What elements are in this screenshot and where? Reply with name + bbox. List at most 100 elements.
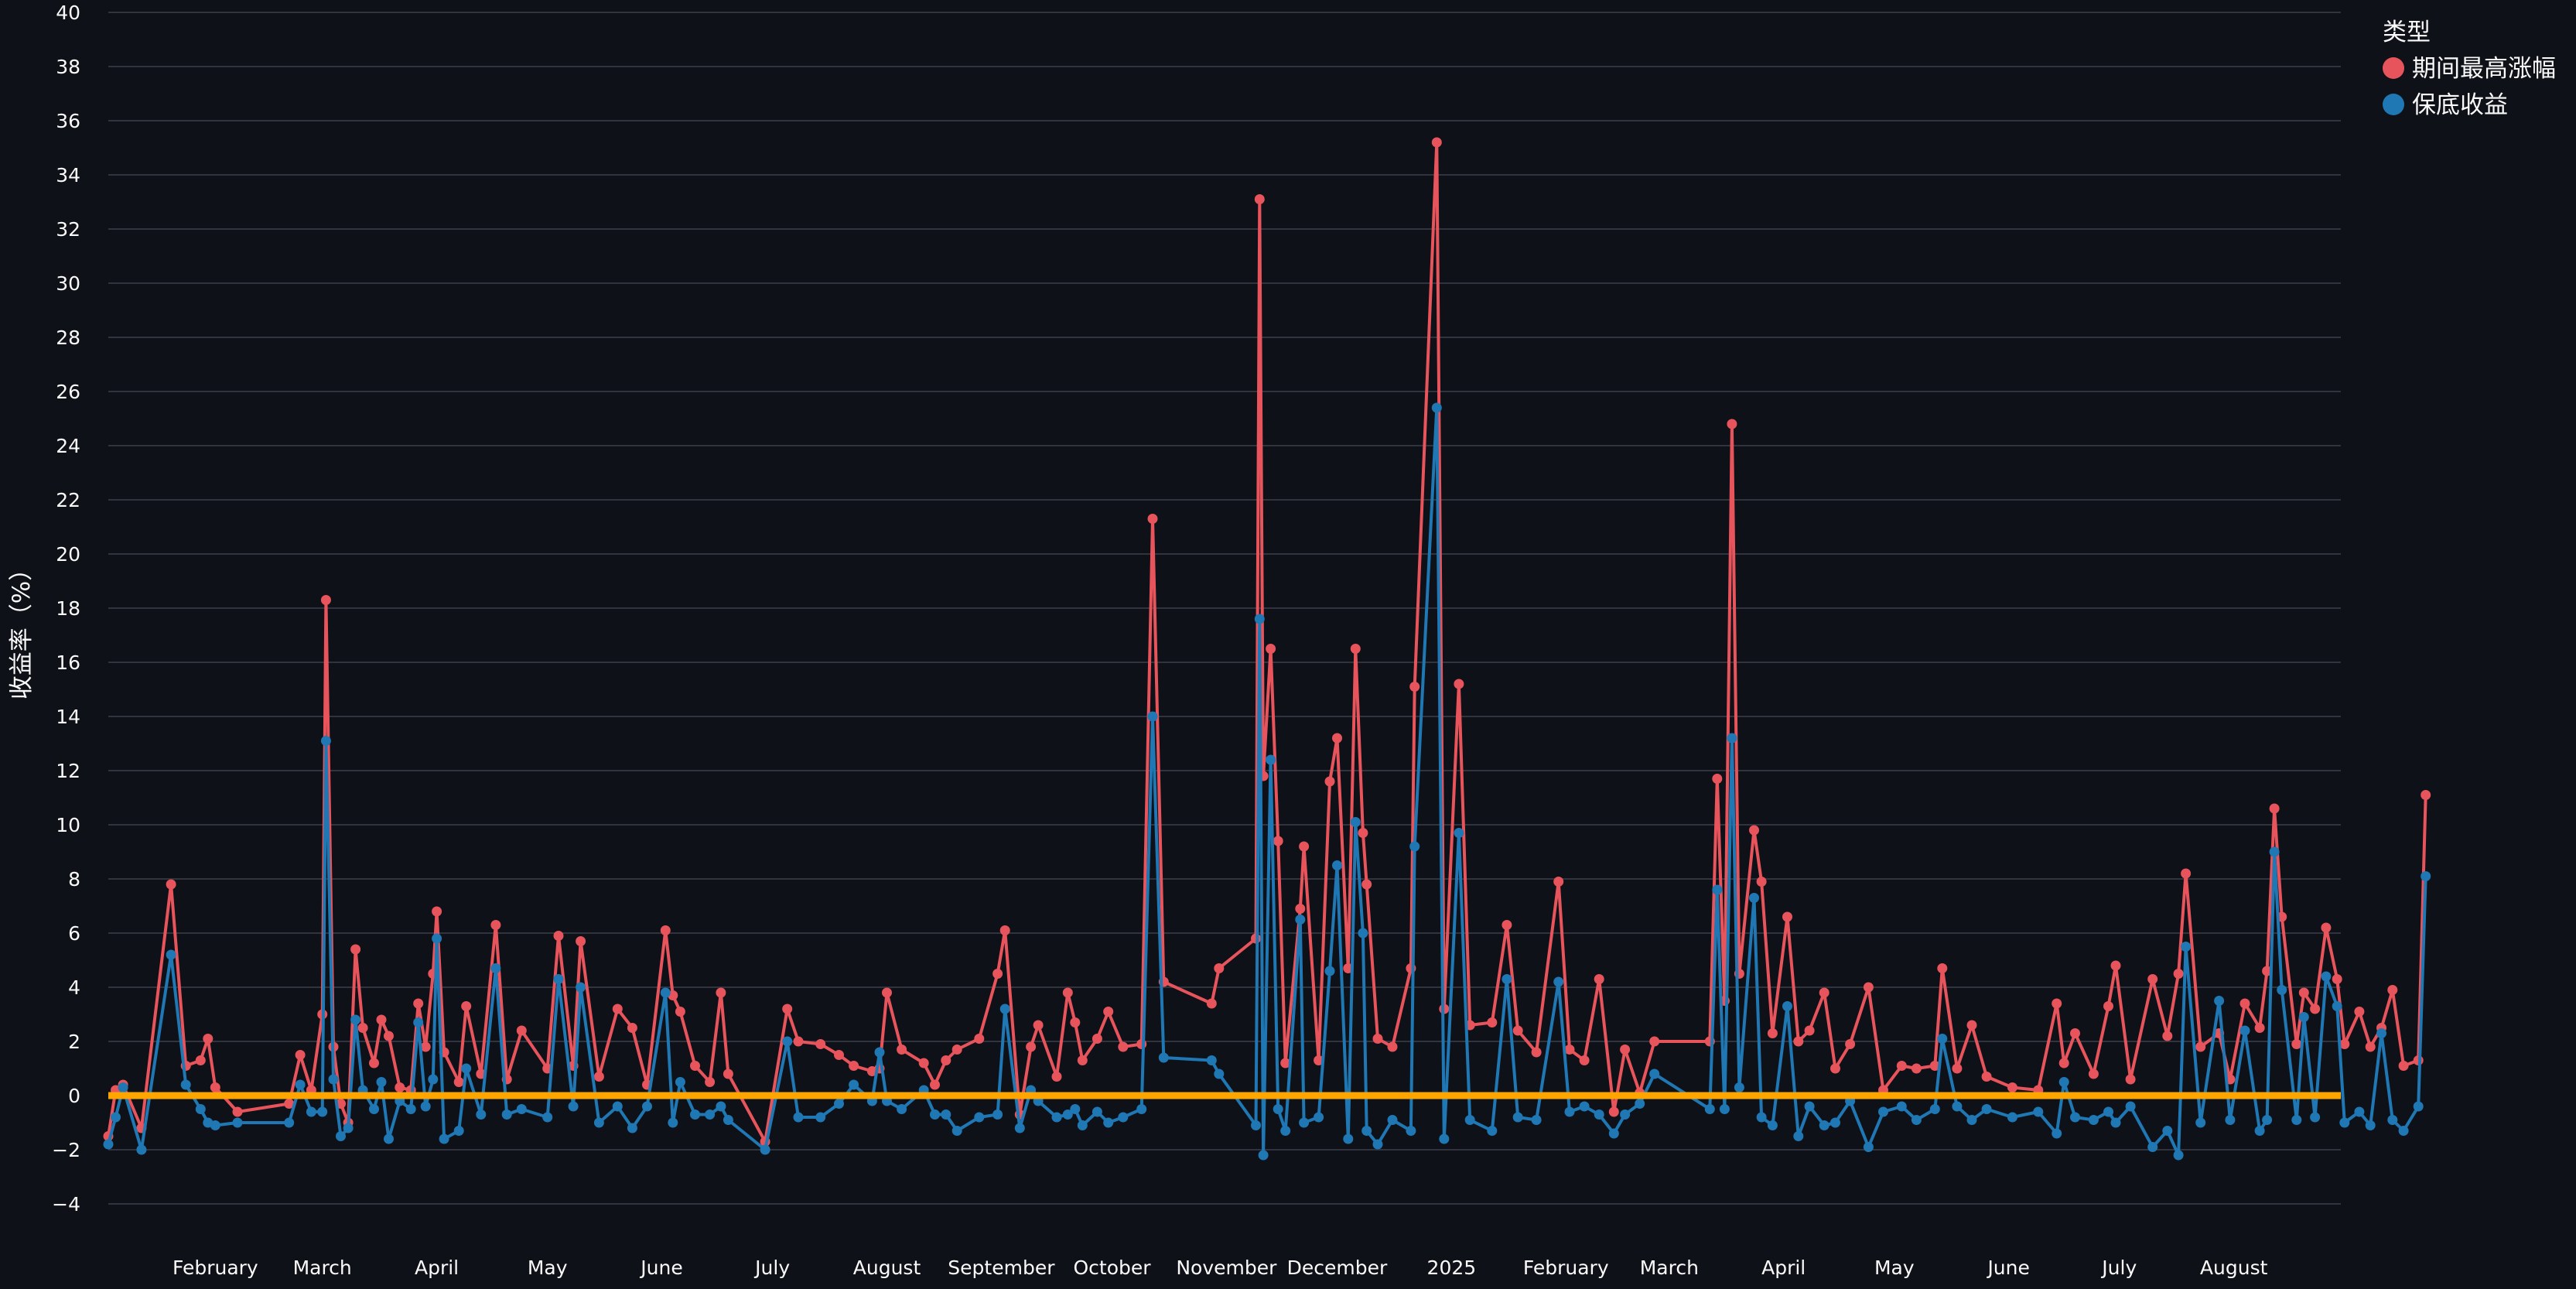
data-point[interactable] (2147, 1142, 2158, 1152)
data-point[interactable] (1952, 1063, 1963, 1074)
data-point[interactable] (1361, 879, 1372, 890)
data-point[interactable] (2110, 960, 2121, 971)
data-point[interactable] (336, 1131, 346, 1141)
data-point[interactable] (793, 1112, 804, 1123)
data-point[interactable] (405, 1104, 416, 1114)
data-point[interactable] (1372, 1034, 1383, 1044)
data-point[interactable] (2321, 922, 2332, 933)
data-point[interactable] (1062, 987, 1073, 998)
data-point[interactable] (1033, 1020, 1044, 1031)
data-point[interactable] (999, 1004, 1010, 1014)
data-point[interactable] (1502, 974, 1512, 984)
data-point[interactable] (974, 1112, 985, 1123)
data-point[interactable] (2421, 871, 2431, 881)
data-point[interactable] (2162, 1031, 2173, 1041)
data-point[interactable] (705, 1077, 716, 1087)
data-point[interactable] (2262, 1115, 2273, 1125)
data-point[interactable] (2195, 1041, 2206, 1052)
data-point[interactable] (2387, 1115, 2398, 1125)
data-point[interactable] (1782, 911, 1792, 922)
data-point[interactable] (1767, 1120, 1778, 1130)
data-point[interactable] (118, 1082, 128, 1092)
data-point[interactable] (2413, 1101, 2424, 1112)
data-point[interactable] (195, 1104, 206, 1114)
data-point[interactable] (210, 1082, 220, 1092)
data-point[interactable] (1409, 682, 1420, 692)
data-point[interactable] (320, 736, 331, 746)
data-point[interactable] (1387, 1115, 1398, 1125)
data-point[interactable] (1314, 1112, 1324, 1123)
data-point[interactable] (210, 1120, 220, 1130)
data-point[interactable] (2269, 846, 2280, 857)
data-point[interactable] (1118, 1041, 1129, 1052)
data-point[interactable] (501, 1109, 512, 1120)
data-point[interactable] (1258, 1150, 1269, 1161)
data-point[interactable] (1863, 982, 1874, 993)
data-point[interactable] (2291, 1039, 2302, 1049)
data-point[interactable] (2354, 1106, 2365, 1117)
data-point[interactable] (1981, 1072, 1992, 1082)
data-point[interactable] (2421, 790, 2431, 800)
data-point[interactable] (2214, 996, 2225, 1006)
data-point[interactable] (2398, 1126, 2409, 1136)
data-point[interactable] (723, 1068, 733, 1079)
data-point[interactable] (1579, 1055, 1590, 1065)
data-point[interactable] (675, 1077, 685, 1087)
data-point[interactable] (1431, 402, 1442, 413)
data-point[interactable] (2332, 974, 2342, 984)
data-point[interactable] (1819, 987, 1830, 998)
data-point[interactable] (1295, 915, 1306, 925)
data-point[interactable] (815, 1039, 826, 1049)
data-point[interactable] (2298, 1012, 2309, 1022)
data-point[interactable] (1206, 1055, 1217, 1065)
data-point[interactable] (1014, 1123, 1025, 1133)
data-point[interactable] (1734, 1082, 1744, 1092)
data-point[interactable] (723, 1115, 733, 1125)
data-point[interactable] (1299, 841, 1310, 852)
data-point[interactable] (2291, 1115, 2302, 1125)
data-point[interactable] (2088, 1068, 2099, 1079)
data-point[interactable] (1896, 1101, 1907, 1112)
data-point[interactable] (1749, 825, 1759, 836)
data-point[interactable] (111, 1112, 121, 1123)
data-point[interactable] (428, 1074, 439, 1085)
data-point[interactable] (1782, 1001, 1792, 1011)
data-point[interactable] (295, 1079, 306, 1090)
data-point[interactable] (2332, 1001, 2342, 1011)
data-point[interactable] (2269, 803, 2280, 814)
data-point[interactable] (476, 1109, 487, 1120)
data-point[interactable] (716, 987, 726, 998)
data-point[interactable] (2103, 1001, 2113, 1011)
data-point[interactable] (1608, 1128, 1619, 1139)
data-point[interactable] (439, 1133, 449, 1144)
data-point[interactable] (1254, 614, 1265, 624)
data-point[interactable] (1266, 754, 1276, 765)
data-point[interactable] (1147, 514, 1158, 524)
data-point[interactable] (1280, 1058, 1291, 1068)
data-point[interactable] (1077, 1055, 1088, 1065)
data-point[interactable] (2339, 1117, 2350, 1128)
data-point[interactable] (2070, 1112, 2080, 1123)
data-point[interactable] (1863, 1142, 1874, 1152)
data-point[interactable] (2173, 969, 2184, 979)
data-point[interactable] (2173, 1150, 2184, 1161)
data-point[interactable] (1819, 1120, 1830, 1130)
data-point[interactable] (1406, 1126, 1416, 1136)
data-point[interactable] (1756, 877, 1767, 887)
data-point[interactable] (782, 1036, 793, 1047)
data-point[interactable] (1206, 998, 1217, 1009)
data-point[interactable] (999, 925, 1010, 935)
data-point[interactable] (1896, 1061, 1907, 1071)
data-point[interactable] (384, 1031, 394, 1041)
data-point[interactable] (612, 1004, 623, 1014)
data-point[interactable] (1358, 928, 1368, 939)
data-point[interactable] (2052, 998, 2062, 1009)
data-point[interactable] (1136, 1039, 1147, 1049)
data-point[interactable] (1251, 1120, 1261, 1130)
data-point[interactable] (1756, 1112, 1767, 1123)
data-point[interactable] (1911, 1115, 1922, 1125)
data-point[interactable] (1454, 679, 1464, 689)
data-point[interactable] (1324, 776, 1335, 787)
data-point[interactable] (1439, 1133, 1450, 1144)
data-point[interactable] (593, 1072, 604, 1082)
